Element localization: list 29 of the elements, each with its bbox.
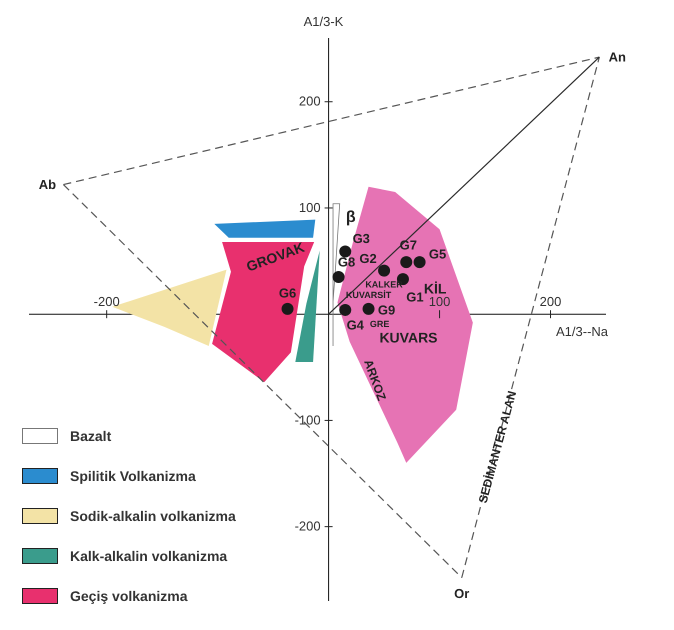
annotation: GRE: [370, 318, 390, 329]
legend-label: Kalk-alkalin volkanizma: [70, 548, 228, 564]
y-tick-label: -200: [294, 518, 321, 534]
y-tick-label: 100: [298, 200, 321, 215]
annotation: G7: [400, 238, 417, 253]
annotation: G4: [346, 317, 365, 332]
annotation: G5: [428, 246, 446, 262]
annotation: G2: [359, 251, 377, 266]
legend-label: Spilitik Volkanizma: [70, 468, 196, 484]
annotation: G3: [352, 231, 370, 246]
x-axis-title: A1/3--Na: [556, 324, 608, 340]
y-tick-label: -100: [294, 412, 321, 428]
x-tick-label: -200: [94, 294, 120, 310]
annotation: G9: [378, 302, 396, 318]
legend-label: Geçiş volkanizma: [70, 588, 188, 604]
annotation: β: [346, 209, 356, 226]
x-tick-label: 200: [540, 294, 562, 310]
annotation: Or: [454, 586, 470, 602]
annotation: G6: [278, 285, 296, 300]
y-axis-title: A1/3-K: [304, 14, 344, 29]
annotation: An: [608, 50, 626, 65]
legend-label: Bazalt: [70, 428, 112, 444]
annotation: KİL: [424, 280, 447, 297]
y-tick-label: 200: [298, 94, 321, 109]
x-tick-label: 100: [428, 294, 450, 310]
annotation: Ab: [38, 177, 56, 192]
annotation: G1: [406, 290, 424, 305]
annotation: KUVARS: [379, 329, 438, 346]
legend-label: Sodik-alkalin volkanizma: [70, 508, 236, 524]
